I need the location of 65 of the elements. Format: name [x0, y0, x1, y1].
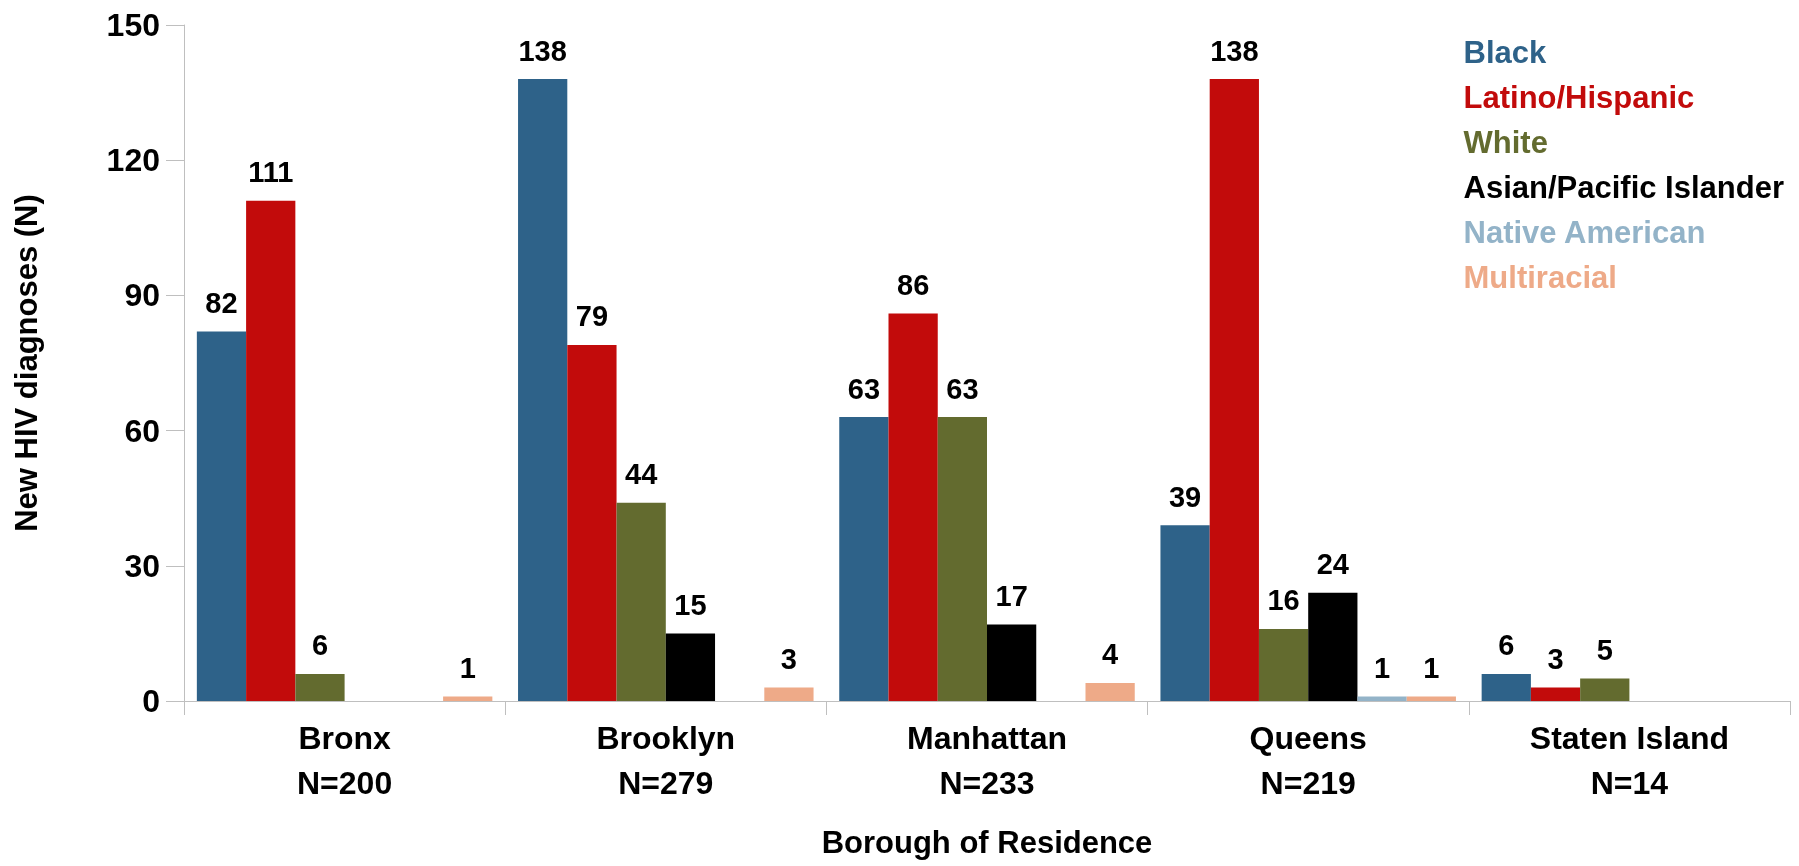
x-tick-label: Queens N=219: [1249, 719, 1367, 801]
y-tick-label: 150: [106, 7, 160, 43]
data-label: 111: [248, 156, 294, 189]
data-label: 3: [780, 642, 797, 675]
bar: [1085, 682, 1135, 701]
y-tick-label: 120: [106, 142, 160, 179]
bar: [665, 633, 716, 701]
data-label: 6: [311, 629, 329, 662]
bar: [888, 313, 938, 701]
bar: [1406, 696, 1456, 701]
bar: [1209, 79, 1259, 701]
data-label: 1: [459, 651, 476, 684]
bar: [1580, 678, 1630, 701]
bar: [518, 79, 568, 701]
bar: [937, 417, 987, 701]
data-label: 138: [1210, 34, 1259, 67]
bar: [987, 624, 1037, 701]
text: Multiracial: [1463, 260, 1617, 295]
data-label: 63: [946, 372, 979, 405]
data-label: 4: [1102, 638, 1119, 671]
x-tick-label: Brooklyn N=279: [596, 719, 736, 801]
data-label: 79: [575, 300, 609, 333]
x-axis-title: Borough of Residence: [821, 825, 1153, 860]
data-label: 6: [1498, 629, 1515, 662]
bar: [1481, 673, 1531, 701]
data-label: 16: [1267, 584, 1300, 617]
bar: [1530, 687, 1581, 701]
bar: [839, 417, 889, 701]
bar: [1160, 525, 1210, 701]
data-label: 63: [847, 372, 881, 405]
text: White: [1463, 125, 1548, 160]
data-label: 86: [896, 268, 930, 301]
bar: [764, 687, 814, 701]
x-tick-label: Bronx N=200: [297, 719, 393, 801]
y-tick-label: 90: [124, 277, 160, 314]
x-tick-label: Manhattan N=233: [907, 719, 1067, 801]
data-label: 44: [625, 458, 658, 491]
data-label: 15: [674, 588, 707, 621]
data-label: 24: [1316, 548, 1349, 581]
y-tick-label: 0: [142, 683, 160, 719]
data-label: 138: [518, 34, 567, 67]
y-axis-title: New HIV diagnoses (N): [9, 194, 44, 532]
bar: [1357, 696, 1407, 701]
data-label: 1: [1423, 651, 1440, 684]
x-tick-label: Staten Island N=14: [1529, 719, 1729, 801]
data-label: 5: [1596, 633, 1613, 666]
text: Black: [1463, 35, 1548, 70]
data-label: 82: [205, 286, 238, 319]
bar: [246, 200, 296, 701]
text: Native American: [1463, 215, 1706, 250]
data-label: 39: [1168, 480, 1202, 513]
data-label: 17: [995, 579, 1028, 612]
bar: [1308, 592, 1358, 701]
y-tick-label: 60: [124, 412, 160, 449]
text: Asian/Pacific Islander: [1463, 170, 1785, 205]
data-label: 3: [1547, 642, 1564, 675]
bar: [443, 696, 493, 701]
y-tick-label: 30: [124, 547, 160, 584]
bar: [616, 502, 666, 701]
text: Latino/Hispanic: [1463, 80, 1695, 115]
bar: [295, 673, 345, 701]
bar: [196, 331, 247, 701]
data-label: 1: [1374, 651, 1391, 684]
bar: [567, 344, 617, 701]
bar: [1258, 628, 1309, 701]
